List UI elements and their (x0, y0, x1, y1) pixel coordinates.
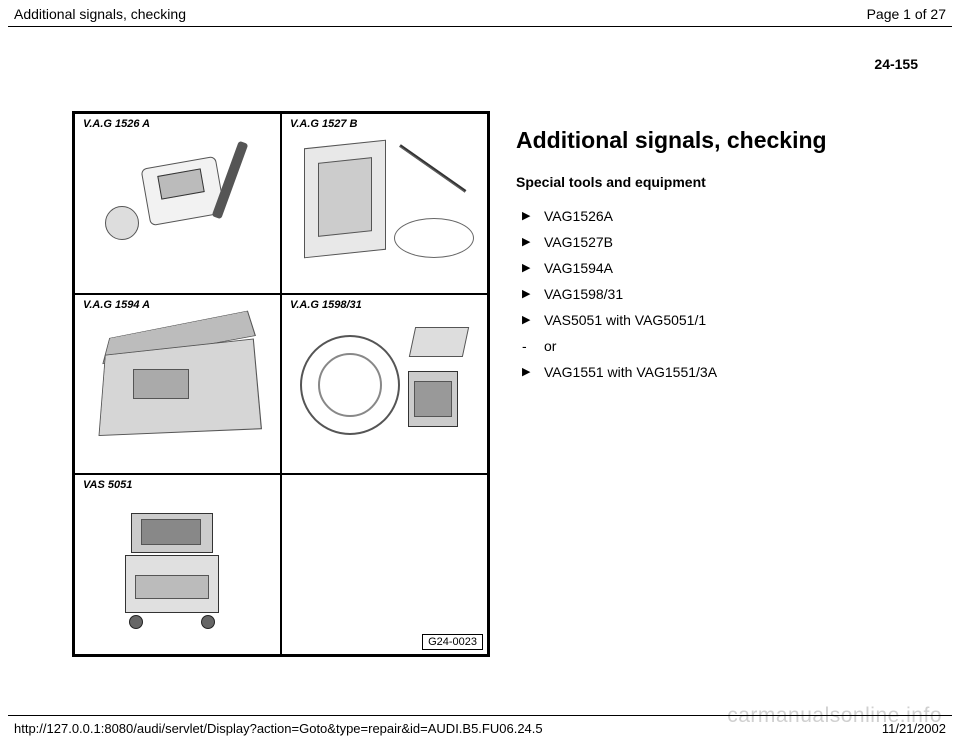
list-item: ▶ VAG1598/31 (516, 286, 922, 302)
header-title: Additional signals, checking (14, 6, 186, 22)
list-item-text: VAG1551 with VAG1551/3A (544, 364, 717, 380)
list-item: ▶ VAG1526A (516, 208, 922, 224)
bullet-arrow-icon: ▶ (522, 263, 534, 274)
diag-drawer (135, 575, 209, 599)
text-column: Additional signals, checking Special too… (516, 111, 922, 657)
diagram-cell-1-label: V.A.G 1526 A (81, 118, 152, 130)
section-subtitle: Special tools and equipment (516, 174, 922, 190)
list-item: - or (516, 338, 922, 354)
bullet-dash-icon: - (522, 338, 534, 354)
list-item-text: VAG1527B (544, 234, 613, 250)
probe-tip (399, 144, 466, 192)
connector-block (409, 327, 469, 357)
list-item: ▶ VAG1551 with VAG1551/3A (516, 364, 922, 380)
diag-screen (141, 519, 201, 545)
footer-divider (8, 715, 952, 716)
diagram-cell-6: G24-0023 (281, 474, 488, 655)
bullet-arrow-icon: ▶ (522, 315, 534, 326)
list-item-text: VAG1526A (544, 208, 613, 224)
content-area: V.A.G 1526 A V.A.G 1527 B V.A.G 1594 A V… (0, 27, 960, 657)
tools-diagram: V.A.G 1526 A V.A.G 1527 B V.A.G 1594 A V… (72, 111, 490, 657)
list-item: ▶ VAG1527B (516, 234, 922, 250)
header-page-indicator: Page 1 of 27 (867, 6, 946, 22)
bullet-arrow-icon: ▶ (522, 237, 534, 248)
diag-wheel-left (129, 615, 143, 629)
list-item: ▶ VAG1594A (516, 260, 922, 276)
page-title: Additional signals, checking (516, 127, 922, 154)
footer-url: http://127.0.0.1:8080/audi/servlet/Displ… (14, 721, 543, 736)
cable-coil-inner (318, 353, 382, 417)
page-number-top: 24-155 (874, 56, 918, 72)
diagram-ref: G24-0023 (422, 634, 483, 650)
diagram-cell-4-label: V.A.G 1598/31 (288, 299, 364, 311)
list-item-text: VAG1598/31 (544, 286, 623, 302)
list-item-text: VAG1594A (544, 260, 613, 276)
bullet-arrow-icon: ▶ (522, 211, 534, 222)
diagram-cell-3: V.A.G 1594 A (74, 294, 281, 475)
list-item: ▶ VAS5051 with VAG5051/1 (516, 312, 922, 328)
diagram-cell-4: V.A.G 1598/31 (281, 294, 488, 475)
diagram-cell-2-label: V.A.G 1527 B (288, 118, 359, 130)
diag-wheel-right (201, 615, 215, 629)
probe-cable-loop (394, 218, 474, 258)
probe-pouch-inner (318, 157, 372, 237)
multimeter-clip (105, 206, 139, 240)
list-item-text: VAS5051 with VAG5051/1 (544, 312, 706, 328)
diagram-cell-5: VAS 5051 (74, 474, 281, 655)
diagram-cell-1: V.A.G 1526 A (74, 113, 281, 294)
test-box-panel (414, 381, 452, 417)
toolbox-insert (133, 369, 189, 399)
diagram-cell-2: V.A.G 1527 B (281, 113, 488, 294)
diagram-cell-3-label: V.A.G 1594 A (81, 299, 152, 311)
footer-date: 11/21/2002 (882, 721, 946, 736)
bullet-arrow-icon: ▶ (522, 367, 534, 378)
list-item-text: or (544, 338, 556, 354)
bullet-arrow-icon: ▶ (522, 289, 534, 300)
diagram-cell-5-label: VAS 5051 (81, 479, 134, 491)
